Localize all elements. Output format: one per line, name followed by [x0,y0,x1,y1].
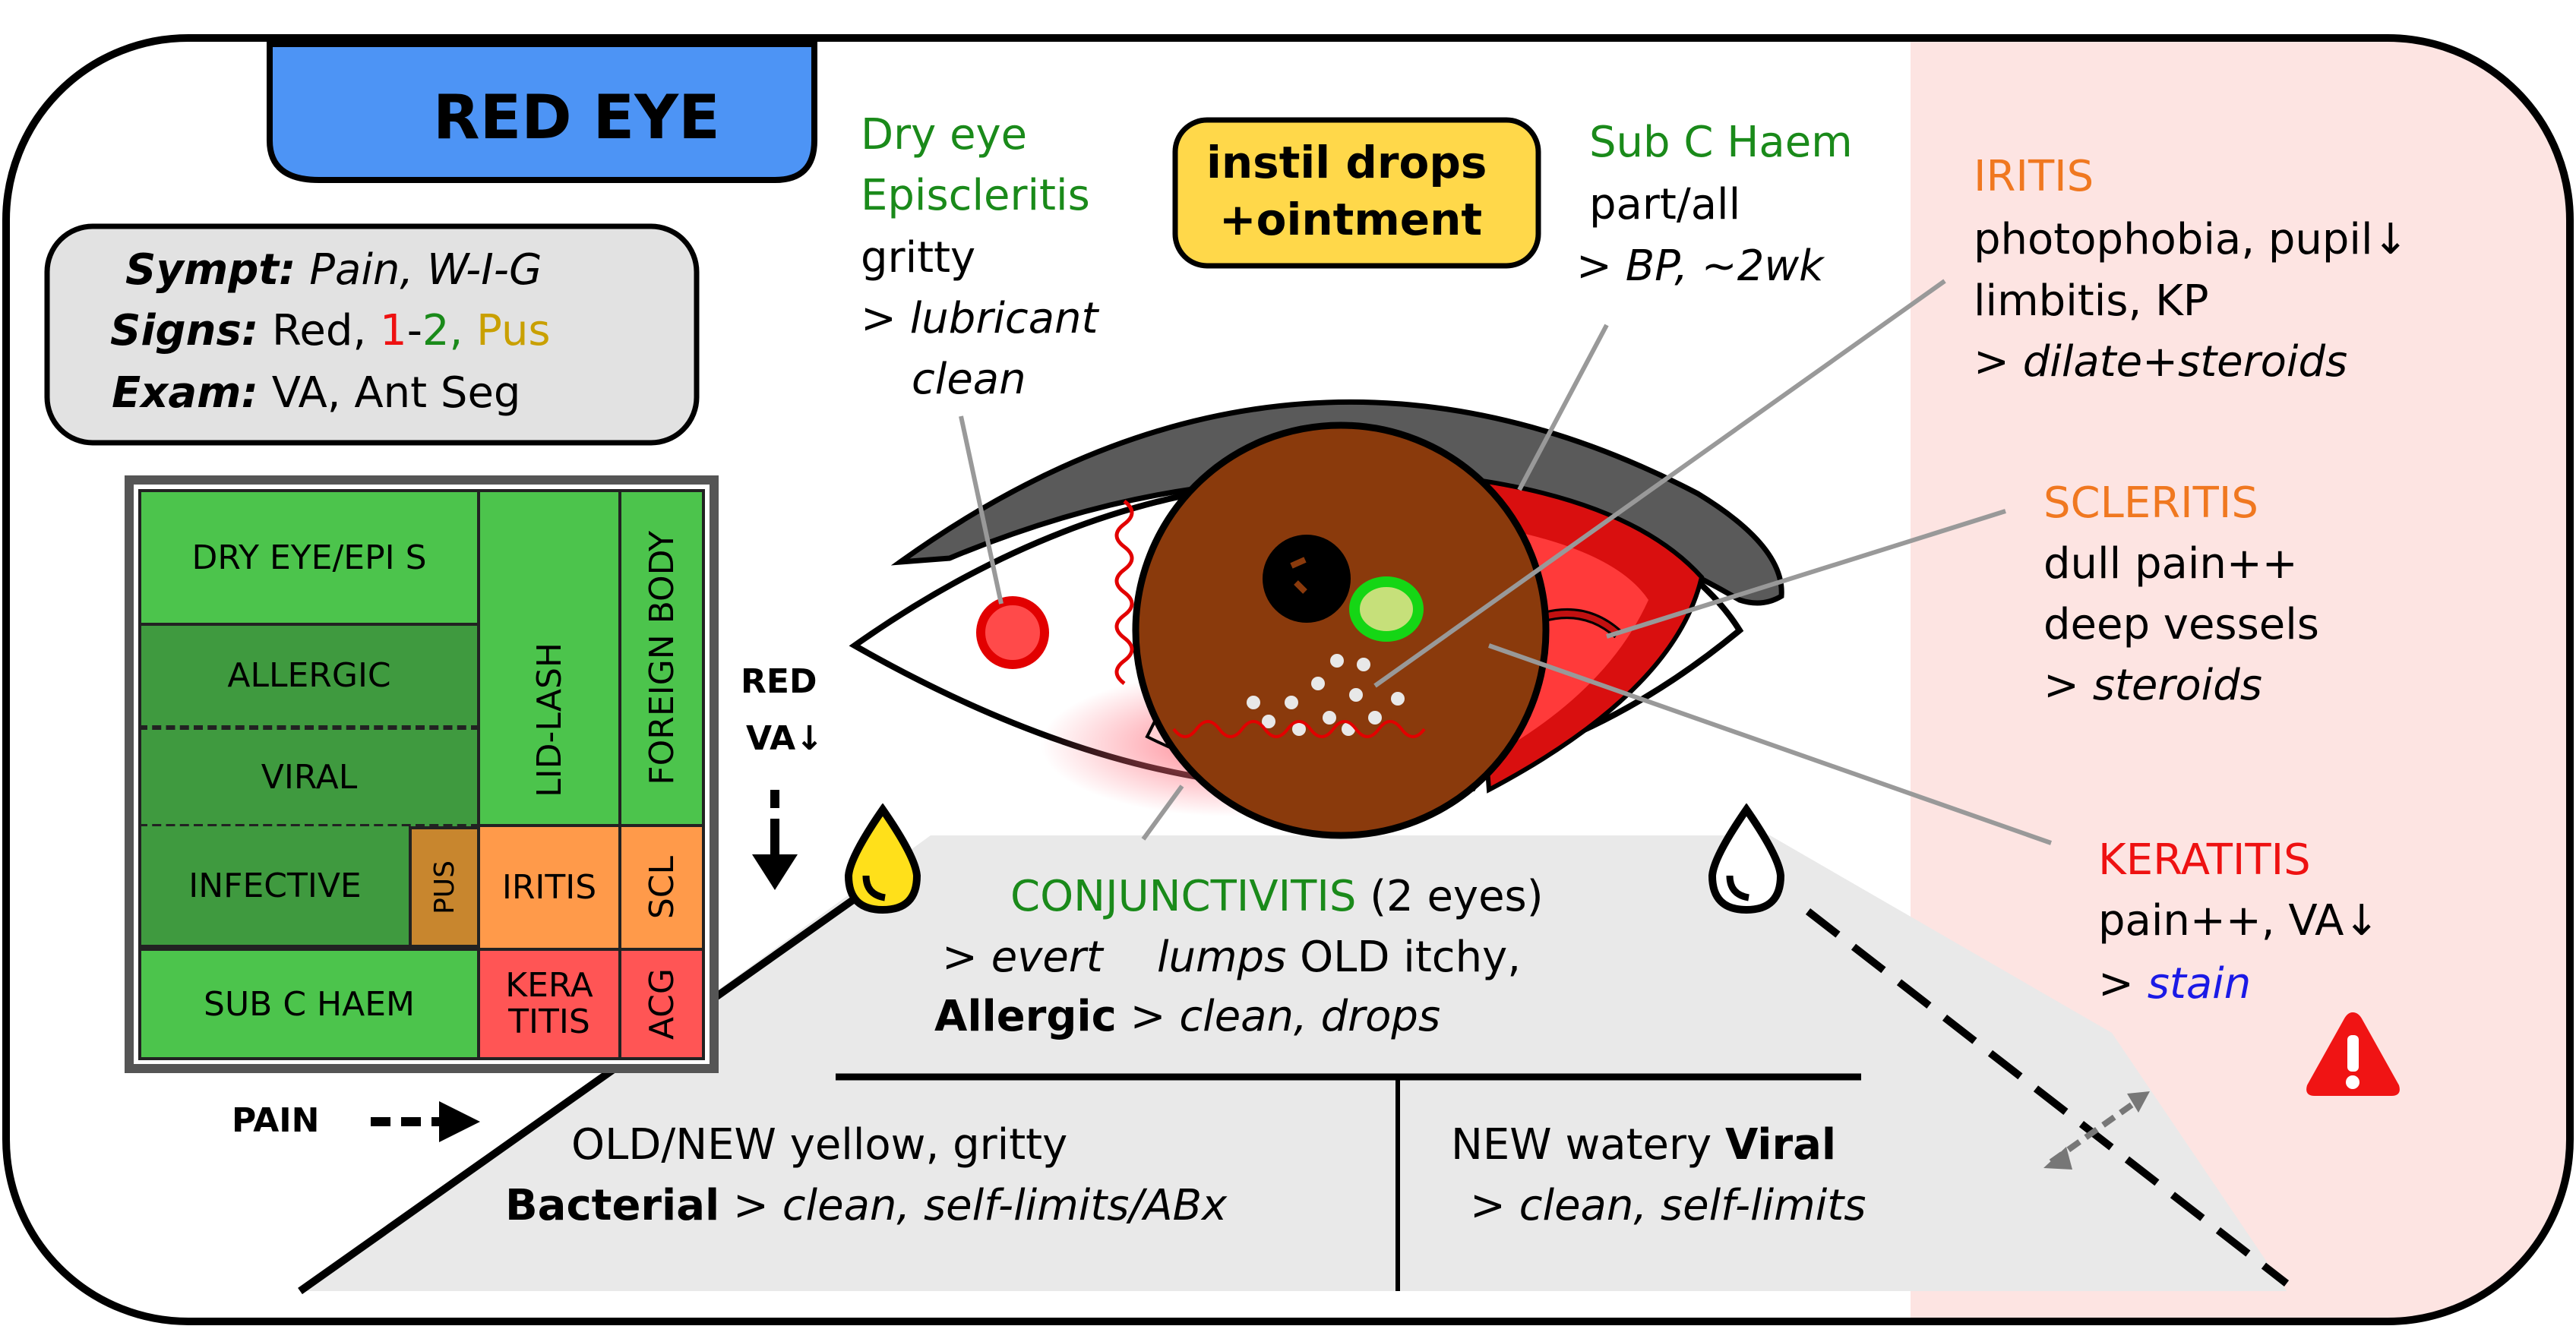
dry-eye-line2: > lubricant [861,294,1098,343]
iritis-line1: photophobia, pupil↓ [1974,215,2409,264]
scleritis-title: SCLERITIS [2043,478,2258,528]
axis-va-label: VA↓ [746,719,823,758]
instil-line1: instil drops [1206,137,1487,188]
yellow-drop-icon [844,803,921,914]
conjunctivitis-line1: > evert lumps OLD itchy, [942,933,1522,982]
viral-line1: NEW watery Viral [1451,1120,1837,1170]
grid-dry-eye: DRY EYE/EPI S [138,489,480,626]
instil-line2: +ointment [1219,194,1483,245]
conjunctivitis-title: CONJUNCTIVITIS (2 eyes) [1010,872,1544,921]
page-title: RED EYE [433,82,720,153]
summary-box [44,223,700,446]
dry-eye-line1: gritty [861,233,976,283]
grid-viral: VIRAL [138,725,480,829]
axis-pain-label: PAIN [232,1101,320,1140]
signs-line: Signs: Red, 1-2, Pus [110,306,551,355]
conjunctivitis-line2: Allergic > clean, drops [934,992,1441,1041]
sympt-line: Sympt: Pain, W-I-G [125,245,542,295]
title-tab [267,41,817,183]
scleritis-line3: > steroids [2043,661,2262,710]
iritis-line3: > dilate+steroids [1974,337,2348,387]
frame-border [2,34,2574,1325]
episcleritis-title: Episcleritis [861,171,1090,220]
scleritis-line1: dull pain++ [2043,539,2298,589]
iritis-title: IRITIS [1974,152,2094,201]
keratitis-line2: > stain [2098,959,2252,1009]
grid-pus: PUS [409,826,480,948]
sub-c-title: Sub C Haem [1589,118,1853,167]
viral-line2: > clean, self-limits [1470,1181,1866,1230]
keratitis-title: KERATITIS [2098,835,2311,885]
sub-c-line2: > BP, ~2wk [1576,242,1824,291]
grid-iritis: IRITIS [477,824,621,951]
grid-foreign-body: FOREIGN BODY [618,489,705,827]
episcleritis-nodule [976,596,1049,669]
grid-allergic: ALLERGIC [138,623,480,725]
iritis-line2: limbitis, KP [1974,276,2209,326]
exam-line: Exam: VA, Ant Seg [112,368,521,418]
grid-sub-c-haem: SUB C HAEM [138,948,480,1060]
grid-infective: INFECTIVE [138,826,412,948]
warning-triangle-icon [2306,1012,2400,1096]
bacterial-line1: OLD/NEW yellow, gritty [571,1120,1068,1170]
clear-drop-icon [1708,803,1785,914]
sub-c-line1: part/all [1589,180,1741,229]
grid-scl: SCL [618,824,705,951]
scleritis-line2: deep vessels [2043,600,2319,649]
dry-eye-line3: clean [912,355,1026,404]
keratitis-line1: pain++, VA↓ [2098,896,2380,946]
dry-eye-title: Dry eye [861,110,1028,159]
grid-acg: ACG [618,948,705,1060]
conjunctivitis-panel [304,835,2287,1291]
iris [1132,421,1550,839]
grid-keratitis: KERA TITIS [477,948,621,1060]
axis-red-label: RED [741,662,817,701]
bacterial-line2: Bacterial > clean, self-limits/ABx [505,1181,1228,1230]
instil-box [1172,117,1541,269]
